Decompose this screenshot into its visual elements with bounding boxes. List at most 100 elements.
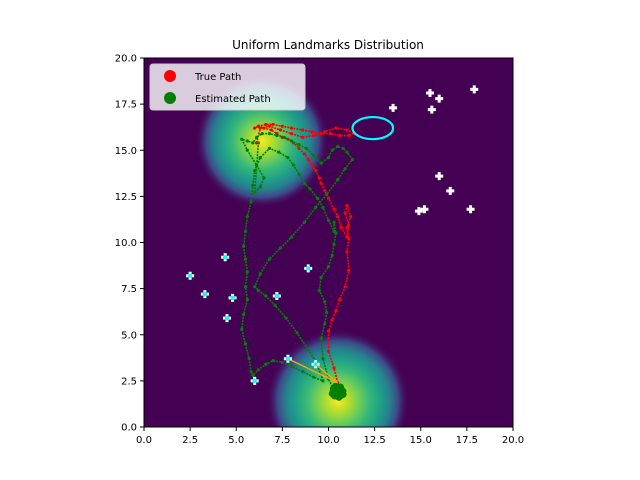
- y-tick-label: 15.0: [115, 146, 137, 157]
- estimated-path-point: [243, 342, 248, 346]
- y-tick-label: 17.5: [115, 100, 137, 111]
- true-path-point: [337, 133, 342, 138]
- true-path-point: [267, 124, 272, 128]
- x-axis: 0.0 2.5 5.0 7.5 10.0 12.5 15.0 17.5 20.0: [136, 427, 524, 446]
- estimated-path-point: [256, 368, 260, 372]
- estimated-path-point: [297, 143, 301, 147]
- estimated-path-point: [312, 154, 316, 158]
- estimated-path-point: [312, 375, 316, 379]
- true-path-point: [280, 124, 284, 128]
- estimated-path-point: [245, 270, 249, 274]
- observation-line-1: [315, 363, 339, 384]
- estimated-path-point: [345, 150, 349, 154]
- estimated-path-point: [243, 229, 248, 234]
- landmark-layer: [186, 85, 479, 385]
- landmark-observed: [313, 362, 318, 367]
- estimated-path-point: [260, 132, 264, 136]
- true-path-point: [319, 132, 323, 136]
- covariance-ellipse: [351, 115, 395, 141]
- true-path-point: [337, 298, 342, 302]
- landmark-observed: [274, 293, 280, 299]
- true-path-point: [302, 152, 307, 156]
- estimated-path-point: [302, 181, 307, 186]
- estimated-path-point: [317, 288, 321, 293]
- estimated-path-point: [267, 146, 272, 151]
- landmark-observed: [306, 266, 311, 271]
- legend-box: [149, 63, 306, 111]
- true-path-point: [264, 122, 268, 127]
- true-path-point: [258, 126, 262, 130]
- estimated-path-point: [290, 139, 294, 143]
- estimated-path-point: [247, 357, 251, 361]
- true-path-point: [334, 126, 338, 130]
- estimated-path-point: [304, 146, 308, 151]
- estimated-path-point: [280, 360, 284, 365]
- estimated-path-point: [332, 242, 336, 246]
- legend: True Path Estimated Path: [149, 63, 306, 111]
- estimated-path-point: [245, 148, 249, 152]
- estimated-path-point: [284, 316, 288, 320]
- true-path-point: [343, 211, 347, 215]
- landmark-unobserved: [470, 85, 479, 94]
- covariance-ellipse-layer: [351, 115, 395, 141]
- estimated-path-point: [243, 285, 248, 289]
- estimated-path-point: [336, 178, 340, 182]
- y-tick-label: 12.5: [115, 192, 137, 203]
- true-path-point: [301, 128, 305, 132]
- true-path-point: [278, 128, 283, 132]
- x-tick-label: 20.0: [502, 435, 524, 446]
- estimated-path-point: [325, 192, 329, 197]
- true-path-point: [269, 128, 273, 132]
- true-path-point: [347, 133, 351, 138]
- estimated-path-point: [336, 144, 340, 149]
- estimated-path-point: [306, 347, 310, 352]
- true-path-point: [313, 168, 318, 173]
- estimated-path-point: [297, 172, 301, 176]
- estimated-path-point: [326, 264, 331, 269]
- landmark-observed: [252, 378, 257, 384]
- estimated-start-cluster-point: [337, 383, 344, 390]
- estimated-path-point: [323, 322, 327, 326]
- estimated-path-point: [253, 191, 257, 195]
- estimated-path-point: [245, 139, 249, 143]
- landmark-observed: [187, 273, 193, 278]
- true-path-point: [310, 130, 314, 134]
- true-path-point: [323, 189, 327, 193]
- estimated-path-point: [290, 235, 294, 239]
- true-path-point: [349, 215, 353, 219]
- estimated-path-point: [330, 148, 334, 152]
- estimated-path-point: [278, 246, 283, 250]
- landmark-unobserved: [427, 105, 436, 114]
- true-path-point: [345, 128, 349, 132]
- true-path-point: [271, 122, 275, 127]
- estimated-path-point: [264, 294, 268, 298]
- true-path-point: [339, 226, 344, 230]
- landmark-observed: [285, 356, 291, 361]
- estimated-path-point: [315, 196, 320, 200]
- estimated-path-point: [343, 167, 347, 171]
- estimated-path-point: [253, 168, 257, 173]
- estimated-path-point: [258, 272, 262, 276]
- estimated-path-point: [313, 205, 318, 210]
- true-path-point: [323, 130, 327, 134]
- estimated-start-cluster-point: [328, 390, 336, 397]
- landmark-unobserved: [435, 94, 444, 103]
- estimated-path-point: [262, 176, 266, 180]
- estimated-path-point: [251, 373, 255, 377]
- true-path-point: [262, 126, 266, 130]
- estimated-path-point: [326, 156, 331, 160]
- y-tick-label: 10.0: [115, 238, 137, 249]
- landmark-observed: [222, 255, 228, 260]
- y-tick-label: 7.5: [121, 284, 137, 295]
- estimated-path-point: [273, 303, 277, 307]
- estimated-path-point: [251, 141, 255, 145]
- landmark-observed: [202, 291, 208, 297]
- x-tick-label: 10.0: [317, 435, 339, 446]
- x-tick-label: 7.5: [274, 435, 290, 446]
- estimated-path-point: [277, 150, 281, 154]
- legend-marker-estimated-path: [164, 92, 176, 104]
- estimated-path-point: [319, 275, 323, 280]
- true-path-point: [290, 126, 294, 130]
- estimated-path-point: [240, 327, 244, 331]
